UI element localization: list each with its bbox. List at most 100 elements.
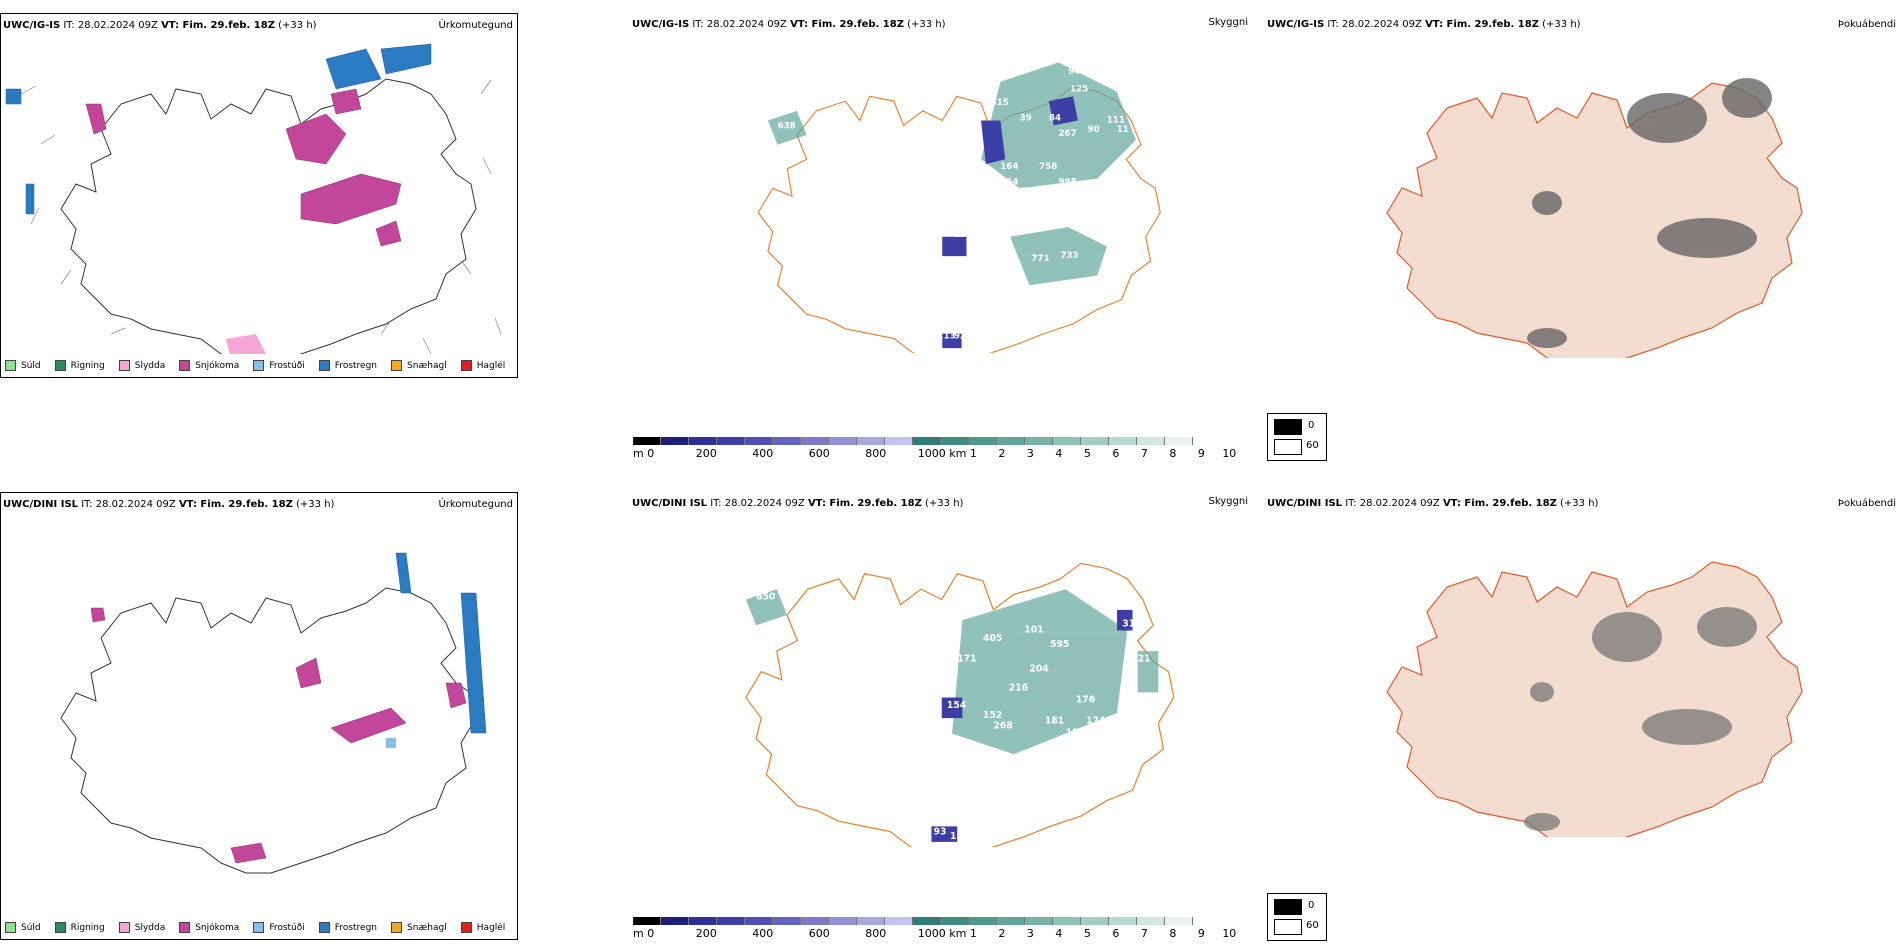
visibility-value-label: 90 [1088, 125, 1100, 135]
legend-item: Frostúði [253, 360, 305, 371]
visibility-value-label: 84 [942, 348, 954, 353]
colorbar-tick-label: 4 [1055, 927, 1063, 940]
legend-swatch [460, 922, 472, 933]
visibility-value-label: 39 [1020, 114, 1032, 124]
visibility-panel-top: UWC/IG-IS IT: 28.02.2024 09Z VT: Fim. 29… [630, 13, 1260, 378]
visibility-value-label: 174 [1086, 715, 1106, 726]
colorbar-segment [1165, 437, 1193, 445]
visibility-value-label: 101 [1024, 625, 1043, 636]
colorbar-tick-label: 3 [1026, 927, 1034, 940]
colorbar-tick-label: 10 [1222, 927, 1237, 940]
legend-item: Slydda [118, 922, 165, 933]
legend-swatch [118, 922, 130, 933]
visibility-value-label: 998 [1059, 177, 1077, 187]
colorbar-segment [1053, 437, 1081, 445]
colorbar-segment [941, 917, 969, 925]
legend-item: Frostregn [318, 922, 377, 933]
colorbar-tick-label: 0 [647, 927, 655, 940]
panel-header: UWC/IG-IS IT: 28.02.2024 09Z VT: Fim. 29… [3, 20, 317, 31]
colorbar-segment [885, 917, 913, 925]
colorbar-segment [969, 437, 997, 445]
visibility-value-label: 11 [1117, 125, 1129, 135]
fog-legend-swatch [1274, 899, 1302, 915]
iceland-map: 94 125 315 39 84 267 90 111 11 758 164 9… [757, 62, 1161, 353]
colorbar-unit-label: km [949, 447, 967, 460]
colorbar-segment [829, 437, 857, 445]
legend-item: Snjókoma [179, 360, 239, 371]
fog-legend-swatch [1274, 439, 1302, 455]
legend-swatch [54, 360, 66, 371]
colorbar-tick-label: 4 [1055, 447, 1063, 460]
colorbar-tick-label: 9 [1197, 927, 1205, 940]
colorbar-segment [1165, 917, 1193, 925]
visibility-value-label: 31 [1122, 618, 1135, 629]
colorbar-tick-label: 2 [998, 447, 1006, 460]
panel-title: Úrkomutegund [438, 20, 513, 31]
visibility-value-label: 84 [1049, 114, 1061, 124]
precip-type-legend: Súld Rigning Slydda Snjókoma Frostúði Fr… [5, 360, 505, 371]
colorbar-segment [997, 437, 1025, 445]
legend-item: Rigning [54, 360, 105, 371]
colorbar-segment [773, 917, 801, 925]
legend-item: Slydda [118, 360, 165, 371]
iceland-map: 850 405 101 595 204 216 152 268 181 176 … [745, 562, 1175, 847]
colorbar-tick-label: 400 [752, 447, 774, 460]
visibility-value-label: 267 [1059, 129, 1077, 139]
colorbar-segment [773, 437, 801, 445]
legend-swatch [5, 360, 16, 371]
colorbar-tick-label: 10 [1222, 447, 1237, 460]
visibility-value-label: 850 [756, 592, 775, 603]
legend-item: Frostregn [318, 360, 377, 371]
precip-type-panel-top: UWC/IG-IS IT: 28.02.2024 09Z VT: Fim. 29… [0, 13, 518, 378]
colorbar-segment [1025, 437, 1053, 445]
colorbar-tick-label: 200 [695, 447, 717, 460]
visibility-value-label: 216 [1009, 682, 1028, 693]
colorbar-segment [1109, 437, 1137, 445]
panel-title: Skyggni [1208, 496, 1248, 507]
visibility-value-label: 152 [983, 710, 1002, 721]
legend-item: Snjókoma [179, 922, 239, 933]
colorbar-segment [801, 437, 829, 445]
fog-legend-label: 0 [1308, 900, 1315, 911]
colorbar-segment [969, 917, 997, 925]
legend-swatch [253, 360, 265, 371]
legend-item: Snæhagl [391, 360, 447, 371]
visibility-value-label: 92 [954, 331, 966, 341]
iceland-map [1386, 561, 1803, 837]
legend-swatch [179, 360, 191, 371]
fog-legend-swatch [1274, 419, 1302, 435]
colorbar-tick-label: 8 [1169, 447, 1177, 460]
colorbar-segment [745, 437, 773, 445]
legend-item: Súld [5, 360, 41, 371]
colorbar-tick-label: 5 [1083, 447, 1091, 460]
visibility-value-label: 111 [1107, 115, 1125, 125]
visibility-value-label: 93 [934, 827, 947, 838]
colorbar-tick-label: 0 [647, 447, 655, 460]
visibility-value-label: 155 [1066, 728, 1085, 739]
colorbar-segment [941, 437, 969, 445]
colorbar-unit-label: m [633, 447, 644, 460]
colorbar-segment [661, 917, 689, 925]
colorbar-segment [1025, 917, 1053, 925]
colorbar-tick-label: 5 [1083, 927, 1091, 940]
colorbar-tick-label: 1000 [917, 447, 946, 460]
colorbar-unit-label: km [949, 927, 967, 940]
visibility-value-label: 125 [1070, 84, 1088, 94]
colorbar-segment [1109, 917, 1137, 925]
legend-item: Frostúði [253, 922, 305, 933]
legend-swatch [460, 360, 472, 371]
legend-swatch [391, 360, 403, 371]
colorbar-tick-label: 7 [1140, 927, 1148, 940]
colorbar-tick-label: 8 [1169, 927, 1177, 940]
colorbar-segment [745, 917, 773, 925]
visibility-value-label: 354 [1000, 177, 1018, 187]
colorbar-tick-label: 1 [969, 447, 977, 460]
colorbar-tick-label: 200 [695, 927, 717, 940]
visibility-value-label: 595 [1050, 639, 1069, 650]
colorbar-segment [1081, 437, 1109, 445]
visibility-colorbar [633, 917, 1193, 925]
visibility-value-label: 113 [937, 331, 955, 341]
fog-index-panel-top: UWC/IG-IS IT: 28.02.2024 09Z VT: Fim. 29… [1265, 13, 1900, 378]
fog-legend: 0 60 [1267, 413, 1327, 461]
colorbar-tick-label: 6 [1112, 927, 1120, 940]
